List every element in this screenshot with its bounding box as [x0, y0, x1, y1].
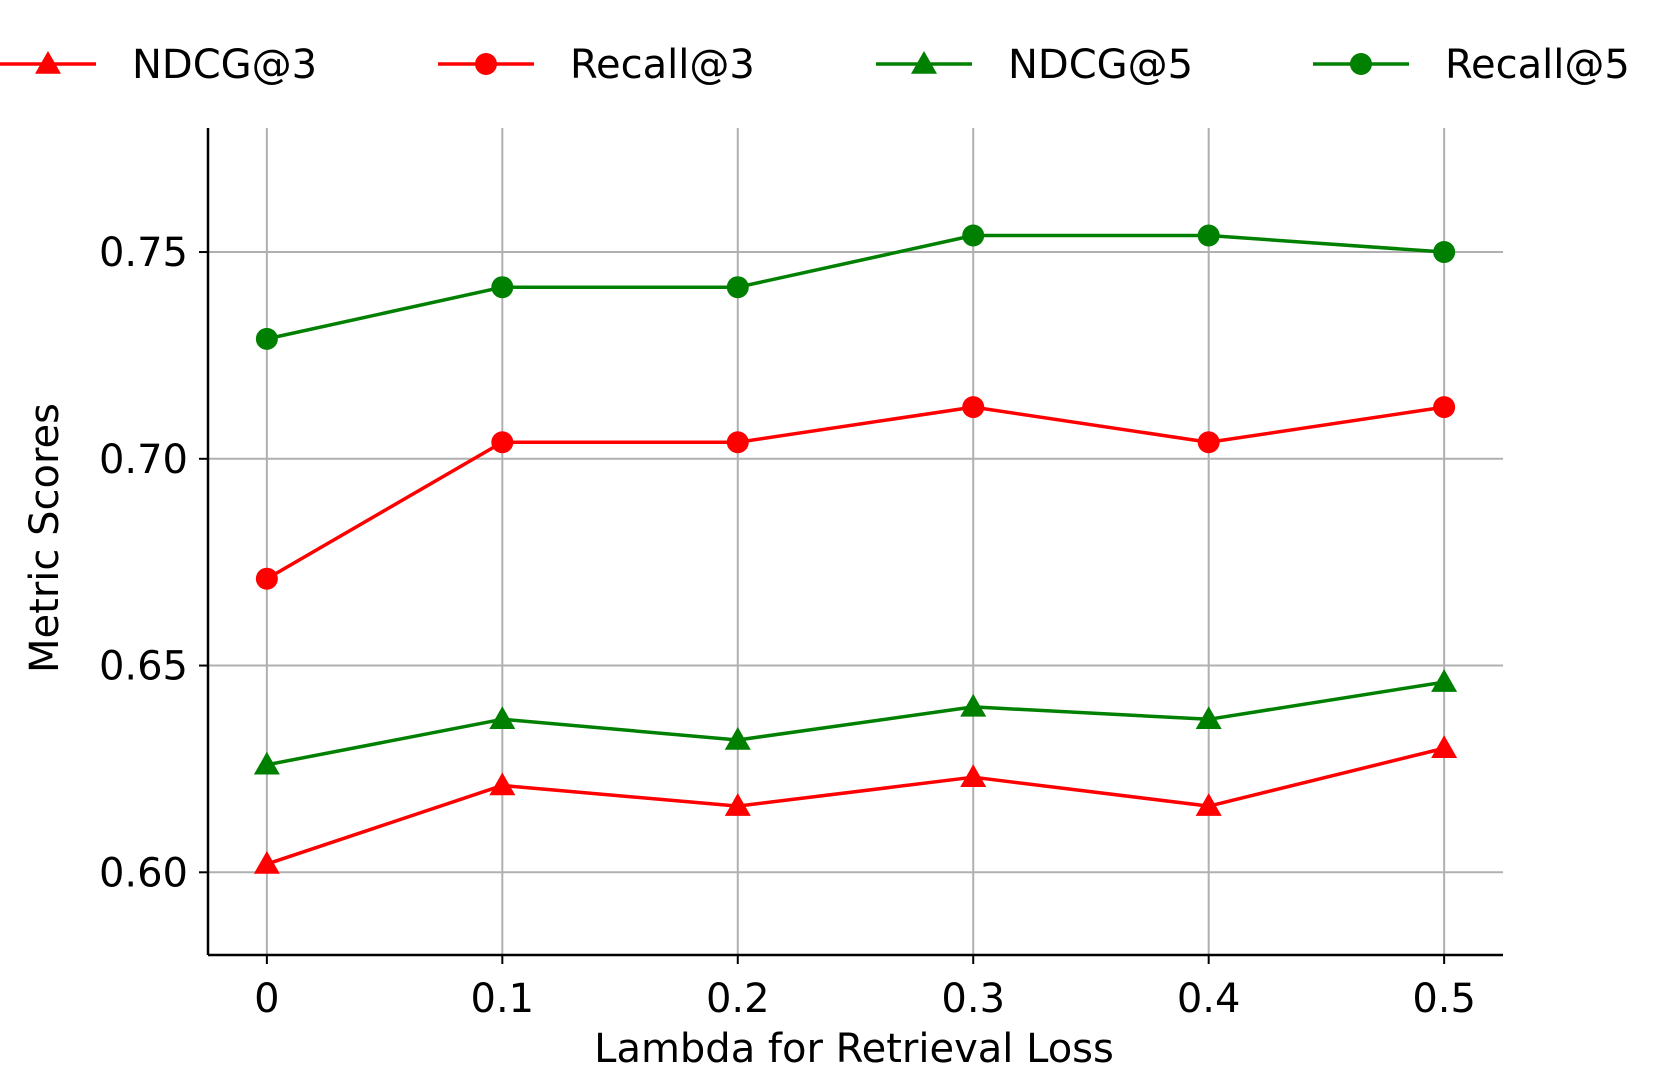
- series-line-ndcg-5: [266, 680, 1445, 767]
- legend-item-ndcg-5: NDCG@5: [876, 42, 1193, 88]
- data-point-ndcg-5: [724, 726, 751, 750]
- legend-label-ndcg-3: NDCG@3: [132, 42, 317, 88]
- legend-item-recall-3: Recall@3: [438, 42, 755, 88]
- series-line-recall-3: [265, 405, 1445, 581]
- x-tick-label: 0.3: [941, 976, 1005, 1022]
- series-line-ndcg-3: [266, 746, 1445, 866]
- legend-marker-ndcg-5: [911, 51, 937, 74]
- x-axis-label: Lambda for Retrieval Loss: [594, 1026, 1114, 1068]
- legend-label-recall-3: Recall@3: [570, 42, 755, 88]
- data-point-ndcg-3: [489, 772, 516, 796]
- data-point-ndcg-5: [1431, 669, 1458, 692]
- legend: NDCG@3 Recall@3 NDCG@5 Recall@5: [0, 42, 1630, 88]
- data-point-recall-5: [726, 276, 749, 299]
- data-point-recall-3: [1197, 431, 1220, 454]
- data-point-ndcg-3: [1431, 735, 1458, 758]
- data-point-recall-5: [1433, 241, 1456, 264]
- legend-item-ndcg-3: NDCG@3: [0, 42, 317, 88]
- legend-marker-recall-3: [475, 53, 497, 75]
- legend-marker-recall-5: [1350, 53, 1372, 75]
- x-tick-label: 0.2: [706, 976, 770, 1022]
- series-group: [253, 224, 1458, 874]
- x-tick-label: 0.5: [1412, 976, 1476, 1022]
- legend-marker-ndcg-3: [35, 51, 61, 74]
- tick-labels: 0 0.1 0.2 0.3 0.4 0.5 0.60 0.65 0.70 0.75: [99, 230, 1476, 1022]
- data-point-ndcg-5: [253, 751, 280, 775]
- data-point-ndcg-5: [489, 706, 516, 730]
- data-point-recall-3: [962, 396, 985, 419]
- series-line-recall-5: [266, 233, 1445, 341]
- data-point-ndcg-3: [1195, 793, 1222, 816]
- data-point-recall-3: [491, 431, 514, 454]
- x-tick-label: 0: [254, 976, 279, 1022]
- data-point-recall-5: [255, 327, 278, 350]
- data-point-recall-3: [1433, 396, 1456, 419]
- data-point-recall-3: [255, 567, 278, 590]
- x-tick-label: 0.1: [471, 976, 535, 1022]
- data-point-ndcg-3: [253, 851, 280, 874]
- y-tick-label: 0.75: [99, 230, 188, 276]
- y-tick-label: 0.60: [99, 850, 188, 896]
- series-ndcg-5: [253, 669, 1458, 775]
- data-point-recall-5: [962, 224, 985, 247]
- x-tick-label: 0.4: [1177, 976, 1241, 1022]
- legend-label-ndcg-5: NDCG@5: [1008, 42, 1193, 88]
- data-point-ndcg-3: [724, 793, 751, 816]
- y-axis-label: Metric Scores: [22, 403, 68, 673]
- axes: [199, 128, 1503, 964]
- series-recall-5: [255, 224, 1456, 350]
- data-point-ndcg-3: [960, 764, 987, 787]
- data-point-recall-5: [491, 276, 514, 299]
- data-point-ndcg-5: [1195, 706, 1222, 730]
- data-point-recall-3: [726, 431, 749, 454]
- y-tick-label: 0.70: [99, 437, 188, 483]
- data-point-recall-5: [1197, 224, 1220, 247]
- y-tick-label: 0.65: [99, 644, 188, 690]
- series-recall-3: [255, 396, 1456, 590]
- legend-label-recall-5: Recall@5: [1445, 42, 1630, 88]
- legend-item-recall-5: Recall@5: [1313, 42, 1630, 88]
- series-ndcg-3: [253, 735, 1458, 874]
- grid-lines: [208, 128, 1503, 955]
- data-point-ndcg-5: [960, 693, 987, 717]
